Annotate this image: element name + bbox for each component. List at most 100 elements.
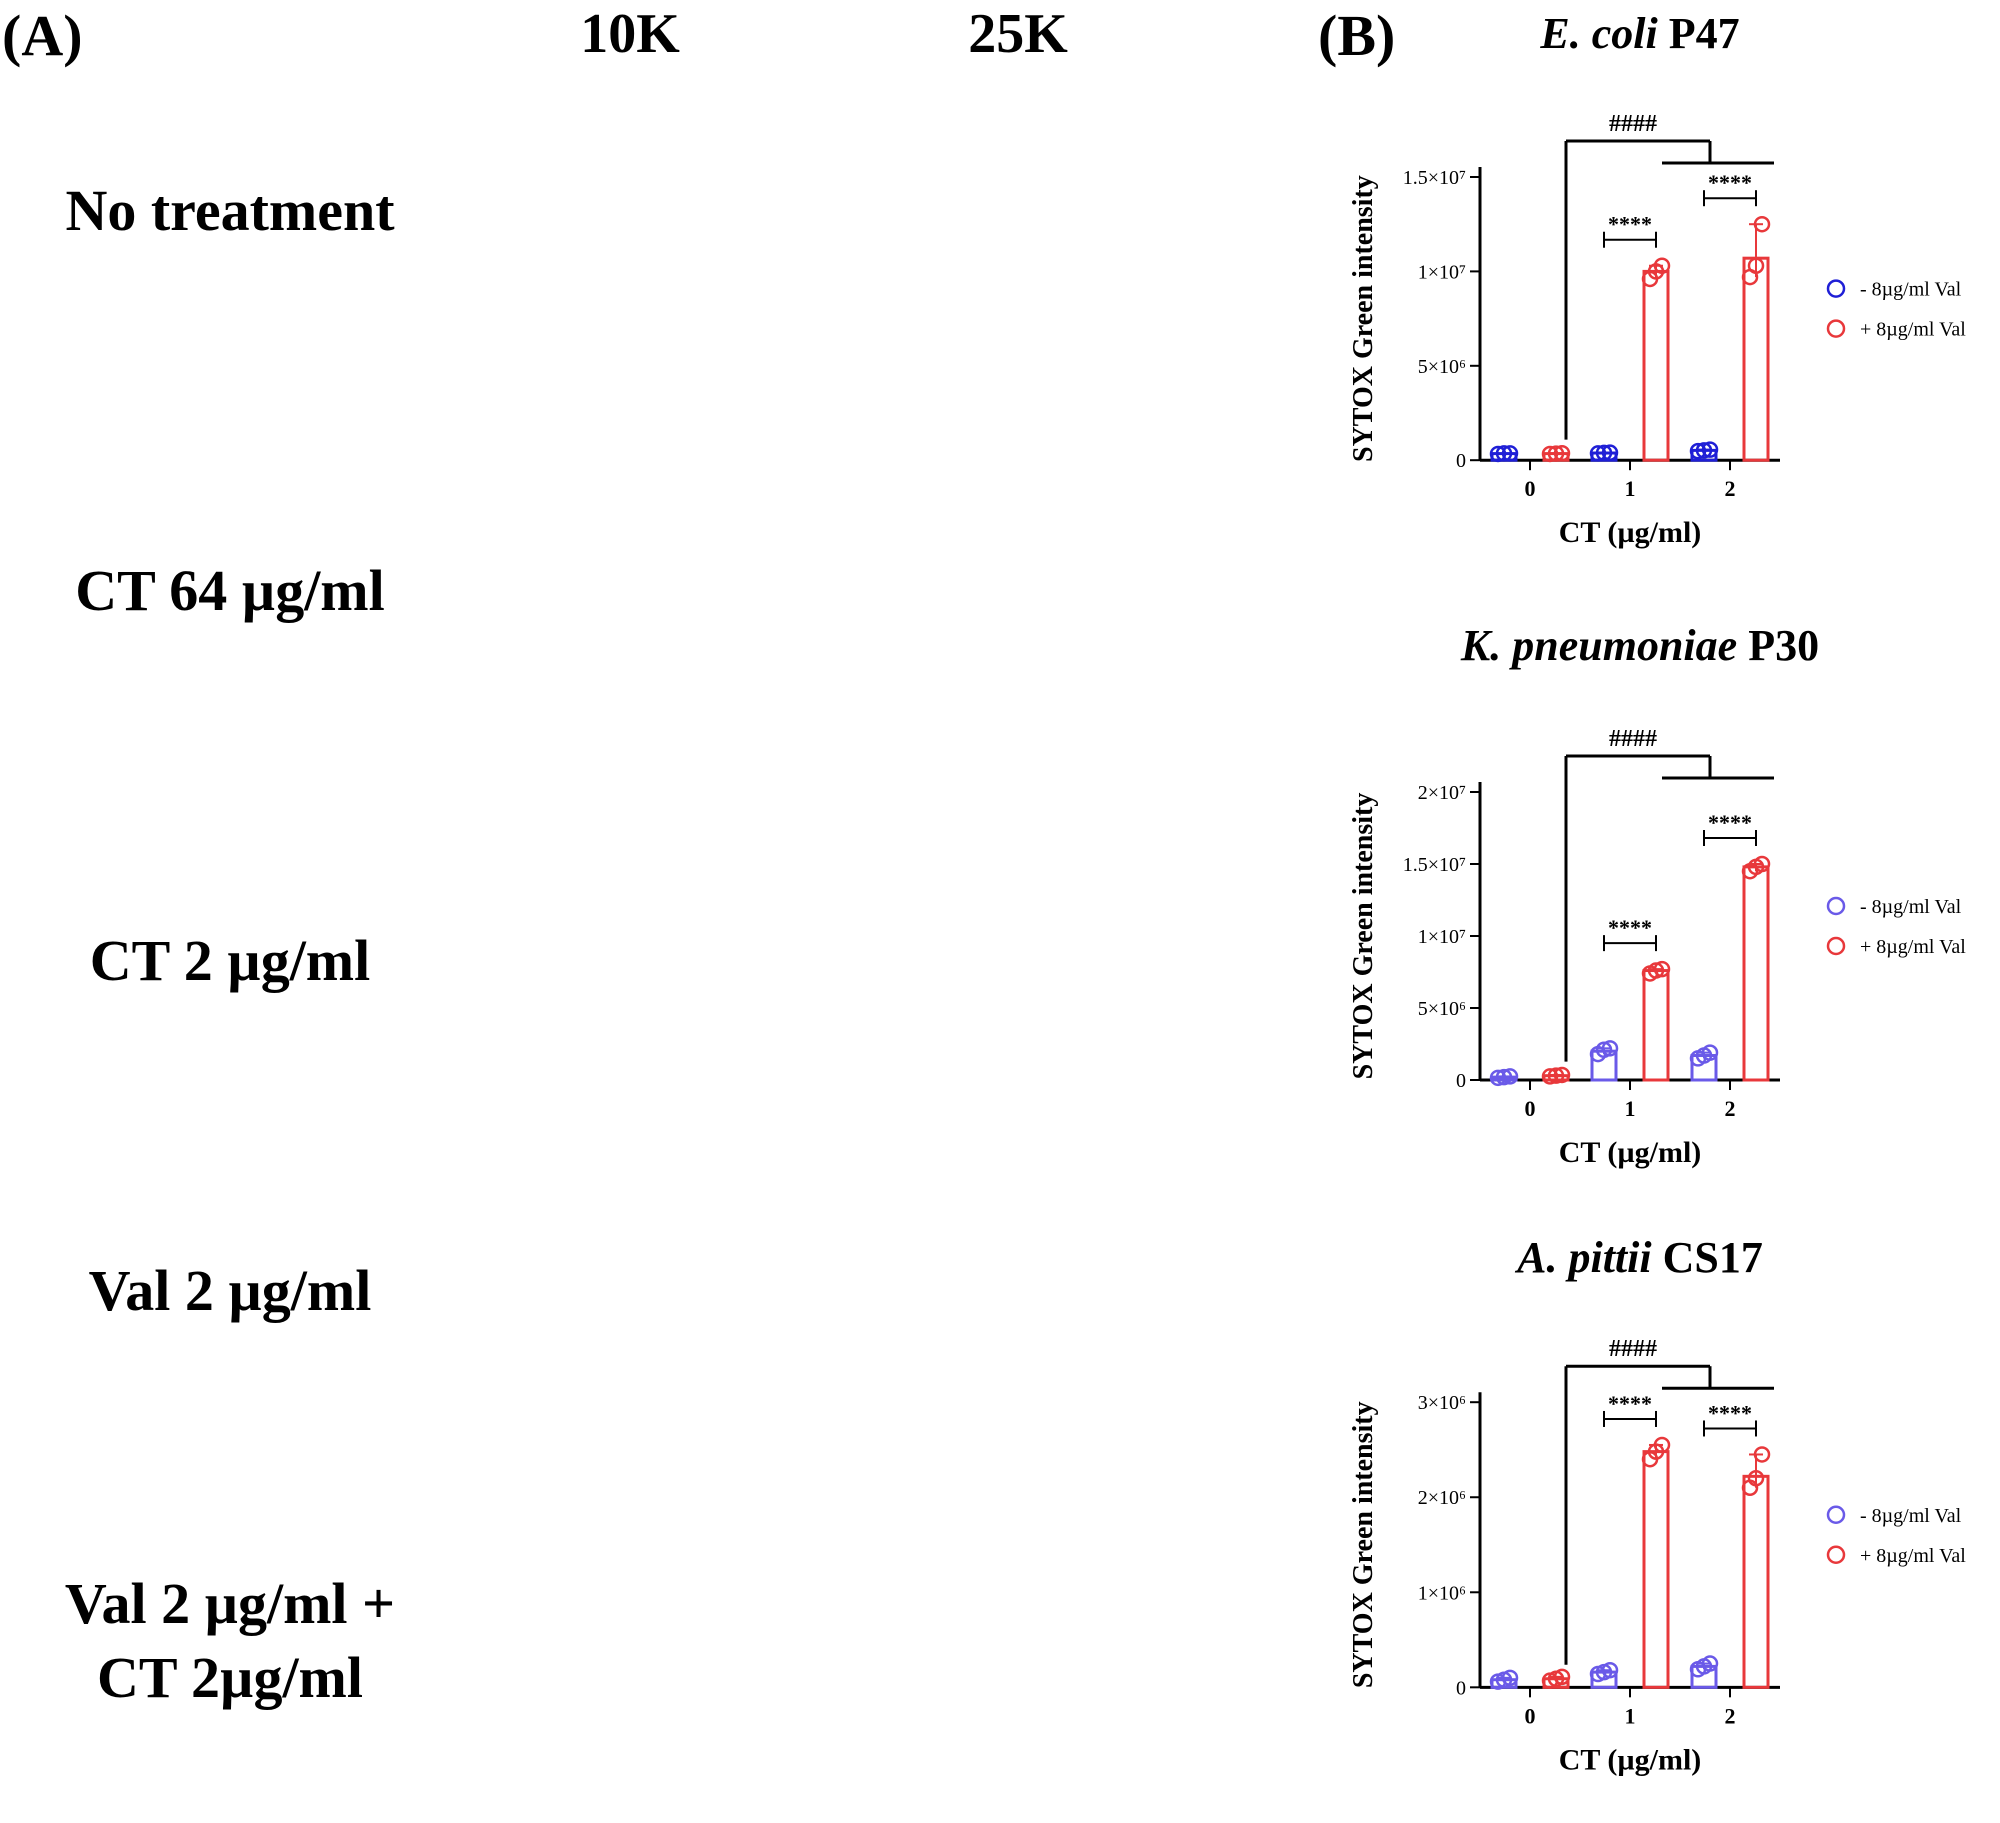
chart-title-rest: P30 bbox=[1737, 621, 1819, 670]
sig-label: **** bbox=[1608, 212, 1652, 237]
legend-marker bbox=[1826, 1505, 1846, 1525]
y-tick-label: 1×10⁷ bbox=[1418, 926, 1466, 948]
bar bbox=[1742, 865, 1770, 1082]
row-label-1: No treatment bbox=[0, 174, 460, 248]
data-point bbox=[1701, 1044, 1719, 1061]
legend-label: + 8µg/ml Val bbox=[1860, 936, 1966, 958]
panel-a-letter: (A) bbox=[2, 3, 83, 68]
x-tick-label: 1 bbox=[1625, 476, 1636, 501]
group-sig-label: #### bbox=[1609, 111, 1657, 137]
bar bbox=[1642, 1450, 1670, 1689]
data-point bbox=[1553, 1066, 1571, 1084]
chart-title: A. pittii CS17 bbox=[1514, 1233, 1763, 1282]
x-tick-label: 1 bbox=[1625, 1096, 1636, 1121]
bar bbox=[1742, 256, 1770, 462]
data-point bbox=[1653, 257, 1671, 274]
data-point bbox=[1653, 960, 1671, 978]
y-axis-label: SYTOX Green intensity bbox=[1348, 175, 1379, 462]
data-point bbox=[1501, 445, 1519, 462]
y-tick-label: 1.5×10⁷ bbox=[1403, 854, 1466, 876]
data-point bbox=[1495, 445, 1513, 462]
data-point bbox=[1541, 445, 1559, 463]
row-label-line: Val 2 µg/ml bbox=[88, 1258, 372, 1323]
data-point bbox=[1695, 442, 1713, 459]
data-point bbox=[1553, 1668, 1571, 1686]
legend-label: - 8µg/ml Val bbox=[1860, 1505, 1962, 1527]
chart-e-coli: E. coli P47 0 5×10⁶ 1×10⁷ 1.5×10⁷ SYTOX Green… bbox=[1340, 0, 2000, 590]
row-label-4: Val 2 µg/ml bbox=[0, 1254, 460, 1328]
row-label-2: CT 64 µg/ml bbox=[0, 554, 460, 628]
y-tick-label: 2×10⁶ bbox=[1418, 1487, 1466, 1509]
chart-title-italic: A. pittii bbox=[1514, 1233, 1652, 1282]
data-point bbox=[1601, 1661, 1619, 1679]
chart-a-pittii: A. pittii CS17 0 1×10⁶ 2×10⁶ 3×10⁶ SYTOX Gree… bbox=[1340, 1224, 2000, 1818]
chart-title-rest: P47 bbox=[1658, 9, 1740, 58]
x-tick-label: 1 bbox=[1625, 1703, 1636, 1728]
x-tick-label: 2 bbox=[1725, 476, 1736, 501]
row-label-5: Val 2 µg/ml + CT 2µg/ml bbox=[0, 1567, 460, 1715]
x-axis-label: CT (µg/ml) bbox=[1559, 1743, 1702, 1776]
group-sig-label: #### bbox=[1609, 1336, 1657, 1362]
row-label-line: CT 64 µg/ml bbox=[75, 558, 385, 623]
y-tick-label: 5×10⁶ bbox=[1418, 356, 1466, 378]
row-label-line: Val 2 µg/ml + bbox=[64, 1571, 396, 1636]
y-tick-label: 3×10⁶ bbox=[1418, 1392, 1466, 1414]
data-point bbox=[1653, 1436, 1671, 1454]
data-point bbox=[1747, 257, 1765, 274]
y-tick-label: 1×10⁷ bbox=[1418, 261, 1466, 283]
data-point bbox=[1489, 445, 1507, 463]
panel-b-letter: (B) bbox=[1318, 3, 1396, 68]
data-point bbox=[1601, 1040, 1619, 1057]
data-point bbox=[1553, 444, 1571, 462]
legend-label: - 8µg/ml Val bbox=[1860, 279, 1962, 301]
sig-label: **** bbox=[1608, 915, 1652, 940]
chart-title-italic: K. pneumoniae bbox=[1460, 621, 1737, 670]
legend-marker bbox=[1826, 896, 1846, 916]
chart-title-italic: E. coli bbox=[1539, 9, 1658, 58]
group-sig-label: #### bbox=[1609, 726, 1657, 752]
legend-marker bbox=[1826, 1545, 1846, 1565]
y-tick-label: 0 bbox=[1456, 1070, 1466, 1092]
x-tick-label: 2 bbox=[1725, 1096, 1736, 1121]
y-tick-label: 0 bbox=[1456, 1677, 1466, 1699]
row-label-3: CT 2 µg/ml bbox=[0, 924, 460, 998]
chart-title: E. coli P47 bbox=[1539, 9, 1739, 58]
data-point bbox=[1589, 445, 1607, 462]
data-point bbox=[1753, 855, 1771, 873]
y-axis-label: SYTOX Green intensity bbox=[1348, 1401, 1379, 1688]
sig-label: **** bbox=[1608, 1391, 1652, 1416]
x-axis-label: CT (µg/ml) bbox=[1559, 516, 1702, 549]
data-point bbox=[1541, 1068, 1559, 1085]
data-point bbox=[1595, 444, 1613, 462]
sig-label: **** bbox=[1708, 810, 1752, 835]
y-tick-label: 1×10⁶ bbox=[1418, 1582, 1466, 1604]
x-tick-label: 0 bbox=[1525, 1096, 1536, 1121]
y-tick-label: 0 bbox=[1456, 450, 1466, 472]
y-tick-label: 2×10⁷ bbox=[1418, 782, 1466, 804]
x-tick-label: 2 bbox=[1725, 1703, 1736, 1728]
bar bbox=[1642, 969, 1670, 1082]
x-tick-label: 0 bbox=[1525, 476, 1536, 501]
data-point bbox=[1753, 215, 1771, 233]
sig-label: **** bbox=[1708, 170, 1752, 195]
row-label-line: CT 2 µg/ml bbox=[89, 928, 371, 993]
bar bbox=[1742, 1474, 1770, 1689]
legend-marker bbox=[1826, 319, 1846, 338]
chart-title: K. pneumoniae P30 bbox=[1460, 621, 1819, 670]
column-header-10k: 10K bbox=[580, 3, 680, 65]
x-tick-label: 0 bbox=[1525, 1703, 1536, 1728]
data-point bbox=[1701, 441, 1719, 458]
data-point bbox=[1601, 444, 1619, 461]
chart-k-pneumoniae: K. pneumoniae P30 0 5×10⁶ 1×10⁷ 1.5×10⁷ 2×10⁷… bbox=[1340, 612, 2000, 1212]
y-tick-label: 1.5×10⁷ bbox=[1403, 167, 1466, 189]
bar bbox=[1642, 269, 1670, 462]
data-point bbox=[1501, 1669, 1519, 1687]
data-point bbox=[1753, 1446, 1771, 1463]
data-point bbox=[1495, 1068, 1513, 1086]
data-point bbox=[1489, 1069, 1507, 1087]
legend-label: + 8µg/ml Val bbox=[1860, 1545, 1966, 1567]
y-tick-label: 5×10⁶ bbox=[1418, 998, 1466, 1020]
row-label-line: No treatment bbox=[65, 178, 395, 243]
legend-label: - 8µg/ml Val bbox=[1860, 896, 1962, 918]
sig-label: **** bbox=[1708, 1400, 1752, 1425]
